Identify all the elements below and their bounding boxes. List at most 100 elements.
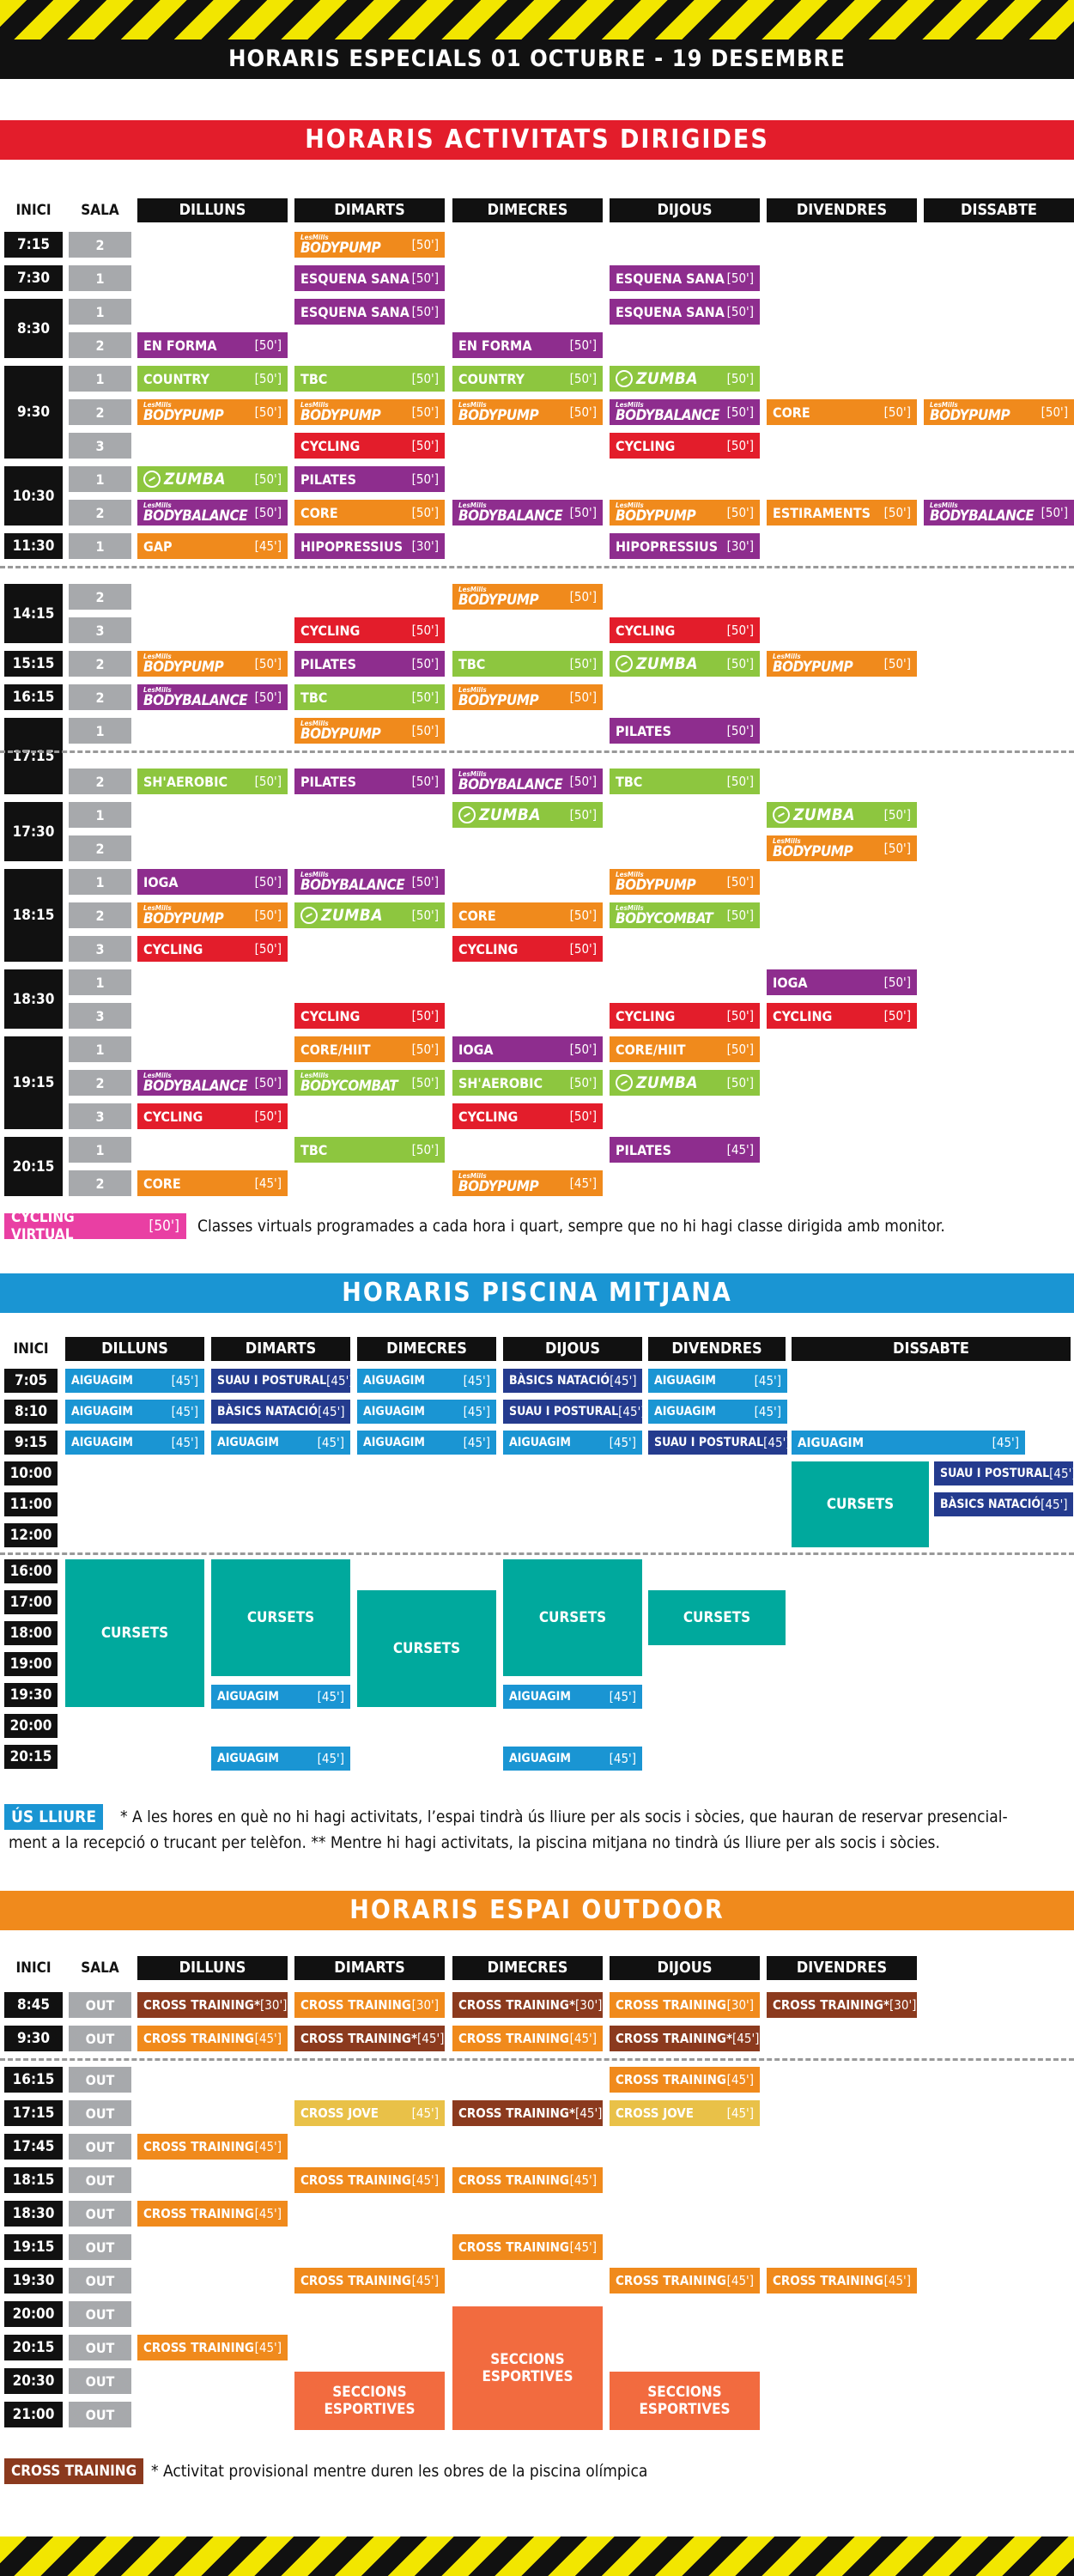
lesmills-logo: LesMills BODYBALANCE	[143, 686, 248, 708]
class-slot: TBC [50']	[294, 684, 445, 710]
day-header: DIMECRES	[357, 1337, 496, 1361]
class-name: CROSS TRAINING	[616, 1997, 726, 2013]
time-cell: 9:30	[4, 366, 63, 459]
zumba-logo-icon	[616, 655, 633, 672]
class-duration: [50']	[411, 690, 439, 705]
sala-cell: 1	[69, 265, 131, 291]
sala-cell: 2	[69, 399, 131, 425]
time-cell: 17:15	[4, 2100, 63, 2126]
class-name: PILATES	[616, 1141, 671, 1158]
class-duration: [45']	[411, 2273, 439, 2288]
class-name: CORE	[143, 1175, 181, 1192]
class-slot: CORE/HIIT [50']	[294, 1036, 445, 1062]
lesmills-program: BODYPUMP	[458, 406, 539, 424]
cross-training-tag: CROSS TRAINING	[4, 2458, 144, 2484]
time-cell: 15:15	[4, 651, 63, 677]
lesmills-label: LesMills	[616, 400, 644, 409]
zumba-label: ZUMBA	[479, 805, 542, 824]
class-duration: [45']	[569, 2239, 597, 2255]
time-cell: 20:15	[4, 1137, 63, 1196]
class-name: COUNTRY	[143, 370, 209, 387]
lesmills-label: LesMills	[458, 585, 487, 593]
lesmills-logo: LesMills BODYPUMP	[458, 1172, 539, 1194]
time-cell: 8:30	[4, 299, 63, 358]
class-name: CROSS TRAINING*	[300, 2031, 418, 2046]
class-name: CYCLING	[773, 1007, 833, 1024]
bottom-hazard-stripe	[0, 2537, 1074, 2576]
class-name: EN FORMA	[143, 337, 217, 354]
sala-cell: OUT	[69, 2268, 131, 2293]
class-duration: [50']	[883, 975, 911, 990]
class-name: ZUMBA	[616, 654, 698, 673]
sala-cell: 2	[69, 769, 131, 794]
class-slot: LesMills BODYPUMP [50']	[137, 399, 288, 425]
class-name: CYCLING	[616, 622, 676, 639]
class-name: TBC	[300, 689, 328, 706]
class-slot: AIGUAGIM [45']	[357, 1400, 496, 1424]
class-duration: [50']	[726, 908, 754, 923]
class-duration: [50']	[569, 505, 597, 520]
class-duration: [50']	[411, 1008, 439, 1024]
class-slot: CORE [50']	[452, 902, 603, 928]
class-slot: CROSS TRAINING* [45']	[610, 2026, 760, 2051]
class-slot: CROSS TRAINING [45']	[137, 2026, 288, 2051]
class-slot: CORE [50']	[294, 500, 445, 526]
class-duration: [50']	[411, 270, 439, 286]
sala-cell: 2	[69, 651, 131, 677]
class-duration: [30']	[889, 1997, 917, 2013]
sala-cell: OUT	[69, 2026, 131, 2051]
sala-cell: OUT	[69, 2301, 131, 2327]
cursets-block: CURSETS	[357, 1590, 496, 1707]
class-duration: [50']	[726, 1075, 754, 1091]
sala-cell: 1	[69, 366, 131, 392]
class-name: LesMills BODYPUMP	[143, 401, 224, 423]
class-duration: [45']	[318, 1404, 345, 1419]
class-duration: [45']	[726, 1142, 754, 1157]
class-slot: CROSS TRAINING [45']	[610, 2268, 760, 2293]
sala-cell: 2	[69, 584, 131, 610]
class-slot: PILATES [50']	[294, 651, 445, 677]
class-slot: CROSS JOVE [45']	[294, 2100, 445, 2126]
class-name: CROSS TRAINING*	[773, 1997, 890, 2013]
cycling-virtual-note: Classes virtuals programades a cada hora…	[197, 1217, 945, 1236]
class-slot: LesMills BODYPUMP [50']	[767, 651, 917, 677]
class-name: GAP	[143, 538, 173, 555]
class-name: CROSS JOVE	[300, 2105, 379, 2121]
class-slot: SUAU I POSTURAL[45']	[648, 1431, 787, 1455]
time-cell: 8:45	[4, 1992, 63, 2018]
class-duration: [50']	[411, 774, 439, 789]
class-name: SH'AEROBIC	[143, 773, 228, 790]
class-slot: LesMills BODYBALANCE [50']	[924, 500, 1074, 526]
class-slot: LesMills BODYBALANCE [50']	[137, 1070, 288, 1096]
class-duration: [50']	[569, 589, 597, 605]
class-slot: EN FORMA [50']	[137, 332, 288, 358]
class-name: ESQUENA SANA	[616, 303, 725, 320]
class-duration: [50']	[411, 1075, 439, 1091]
lesmills-program: BODYPUMP	[773, 658, 853, 676]
class-name: AIGUAGIM	[71, 1374, 133, 1388]
class-slot: BÀSICS NATACIÓ [45']	[211, 1400, 350, 1424]
time-cell: 18:30	[4, 969, 63, 1029]
day-header: DIJOUS	[610, 1956, 760, 1980]
tag-duration: [50']	[149, 1218, 179, 1235]
class-name: CORE/HIIT	[300, 1041, 371, 1058]
day-header: DILLUNS	[65, 1337, 204, 1361]
time-cell: 19:30	[4, 2268, 63, 2293]
class-duration: [45']	[726, 2072, 754, 2087]
class-slot: SH'AEROBIC [50']	[452, 1070, 603, 1096]
class-duration: [50']	[569, 1042, 597, 1057]
lesmills-label: LesMills	[616, 501, 644, 509]
class-slot: LesMills BODYPUMP [45']	[452, 1170, 603, 1196]
class-duration: [50']	[569, 404, 597, 420]
lesmills-label: LesMills	[930, 400, 958, 409]
time-cell: 18:15	[4, 869, 63, 962]
lesmills-label: LesMills	[458, 501, 487, 509]
zumba-logo-icon	[616, 370, 633, 387]
lesmills-logo: LesMills BODYCOMBAT	[300, 1072, 398, 1094]
class-duration: [50']	[254, 941, 282, 957]
class-name: ESQUENA SANA	[300, 270, 410, 287]
class-duration: [45']	[726, 2273, 754, 2288]
class-duration: [45']	[254, 2031, 282, 2046]
class-name: LesMills BODYPUMP	[458, 686, 539, 708]
class-duration: [45']	[417, 2031, 445, 2046]
